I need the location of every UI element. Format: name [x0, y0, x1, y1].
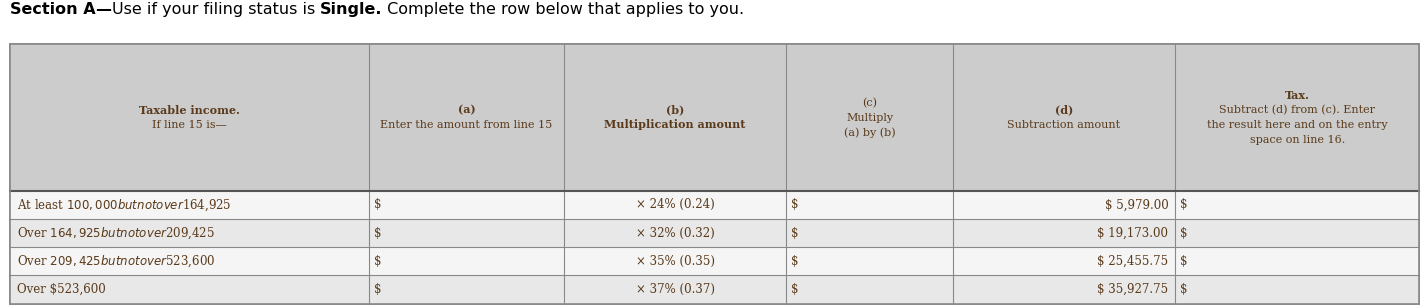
Text: Section A: Section A — [10, 2, 95, 17]
Text: (b): (b) — [665, 105, 684, 116]
Text: $: $ — [374, 255, 381, 268]
Text: $: $ — [791, 283, 798, 296]
Text: $ 5,979.00: $ 5,979.00 — [1105, 198, 1169, 211]
Text: —: — — [95, 2, 111, 17]
Text: If line 15 is—: If line 15 is— — [152, 120, 228, 130]
Text: Over $209,425 but not over $523,600: Over $209,425 but not over $523,600 — [17, 254, 215, 269]
Text: Over $164,925 but not over $209,425: Over $164,925 but not over $209,425 — [17, 225, 215, 241]
Text: $: $ — [374, 198, 381, 211]
Bar — [10, 247, 1419, 275]
Text: × 35% (0.35): × 35% (0.35) — [636, 255, 715, 268]
Text: Multiply: Multiply — [846, 113, 893, 123]
Text: space on line 16.: space on line 16. — [1250, 135, 1345, 145]
Bar — [10, 191, 1419, 219]
Text: Complete the row below that applies to you.: Complete the row below that applies to y… — [383, 2, 745, 17]
Text: (a): (a) — [458, 105, 475, 116]
Text: $: $ — [374, 283, 381, 296]
Text: $ 19,173.00: $ 19,173.00 — [1098, 226, 1169, 240]
Text: $: $ — [791, 198, 798, 211]
Text: Tax.: Tax. — [1285, 90, 1310, 101]
Text: Multiplication amount: Multiplication amount — [604, 119, 745, 130]
Text: Single.: Single. — [320, 2, 383, 17]
Bar — [10, 44, 1419, 304]
Text: $: $ — [1180, 198, 1187, 211]
Text: $: $ — [1180, 283, 1187, 296]
Text: × 32% (0.32): × 32% (0.32) — [636, 226, 714, 240]
Bar — [10, 44, 1419, 191]
Text: (c): (c) — [862, 98, 877, 108]
Text: (a) by (b): (a) by (b) — [843, 127, 896, 138]
Bar — [10, 219, 1419, 247]
Text: $: $ — [374, 226, 381, 240]
Text: the result here and on the entry: the result here and on the entry — [1207, 120, 1388, 130]
Text: Taxable income.: Taxable income. — [139, 105, 240, 116]
Text: $ 25,455.75: $ 25,455.75 — [1098, 255, 1169, 268]
Text: Use if your filing status is: Use if your filing status is — [111, 2, 320, 17]
Text: At least $100,000 but not over $164,925: At least $100,000 but not over $164,925 — [17, 197, 232, 213]
Text: Subtract (d) from (c). Enter: Subtract (d) from (c). Enter — [1219, 105, 1375, 115]
Text: × 37% (0.37): × 37% (0.37) — [636, 283, 715, 296]
Text: $: $ — [1180, 255, 1187, 268]
Text: $: $ — [1180, 226, 1187, 240]
Text: $ 35,927.75: $ 35,927.75 — [1098, 283, 1169, 296]
Bar — [10, 275, 1419, 304]
Text: × 24% (0.24): × 24% (0.24) — [636, 198, 714, 211]
Text: Subtraction amount: Subtraction amount — [1007, 120, 1121, 130]
Text: Enter the amount from line 15: Enter the amount from line 15 — [381, 120, 553, 130]
Text: $: $ — [791, 226, 798, 240]
Text: (d): (d) — [1055, 105, 1074, 116]
Text: Over $523,600: Over $523,600 — [17, 283, 105, 296]
Text: $: $ — [791, 255, 798, 268]
Bar — [10, 44, 1419, 304]
